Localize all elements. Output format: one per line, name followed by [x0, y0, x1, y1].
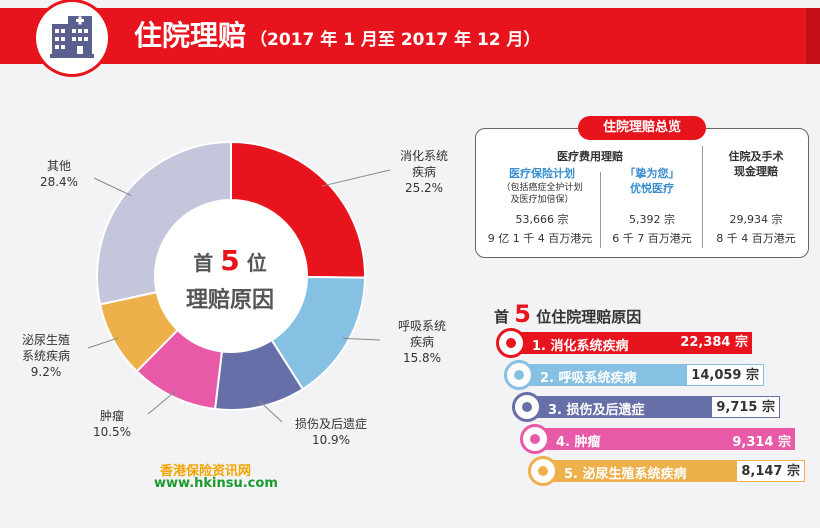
- donut-center-line2: 理赔原因: [185, 288, 274, 313]
- slice-label-6: 其他 28.4%: [24, 158, 94, 190]
- slice-label-line: 疾病: [411, 165, 436, 179]
- col2-name1: 「挚为您」: [624, 167, 680, 180]
- slice-label-line: 10.9%: [311, 433, 351, 447]
- ranking-title-rest: 位住院理赔原因: [536, 308, 642, 326]
- slice-label-4: 肿瘤 10.5%: [82, 408, 142, 440]
- title-period: （2017 年 1 月至 2017 年 12 月）: [250, 30, 541, 50]
- slice-label-1: 消化系统疾病 25.2%: [384, 148, 464, 196]
- ranking-bar-5: 5. 泌尿生殖系统疾病 8,147 宗: [528, 456, 805, 486]
- ranking-name: 1. 消化系统疾病: [532, 339, 629, 354]
- ranking-value: 14,059 宗: [686, 364, 764, 386]
- col1-name: 医疗保险计划: [509, 167, 575, 180]
- donut-hole: [155, 200, 307, 352]
- bandage-icon: [512, 392, 542, 422]
- col1-note1: （包括癌症全护计划: [501, 183, 583, 193]
- ranking-bar-1: 1. 消化系统疾病 22,384 宗: [496, 328, 752, 358]
- ranking-value: 9,314 宗: [732, 435, 791, 450]
- kidney-icon: [528, 456, 558, 486]
- leader-line-5: [87, 337, 119, 349]
- hospital-icon: [50, 16, 94, 58]
- header-band-edge: [806, 8, 820, 64]
- ranking-name: 4. 肿瘤: [556, 435, 601, 450]
- leader-line-2: [342, 337, 381, 341]
- overview-divider: [702, 146, 703, 248]
- col1-note2: 及医疗加倍保）: [510, 195, 574, 205]
- slice-label-line: 疾病: [409, 335, 434, 349]
- icon-glyph: [530, 434, 540, 444]
- col2-name2: 优悦医疗: [630, 182, 674, 195]
- icon-glyph: [538, 466, 548, 476]
- col1-amount: 9 亿 1 千 4 百万港元: [487, 232, 593, 245]
- header-banner: 住院理赔 （2017 年 1 月至 2017 年 12 月）: [0, 0, 820, 78]
- leader-line-1: [321, 169, 391, 187]
- brand-name: 香港保险资讯网: [160, 464, 252, 479]
- col3-name1: 住院及手术: [728, 150, 784, 163]
- medical-header: 医疗费用理赔: [557, 150, 623, 163]
- leader-line-6: [93, 177, 132, 197]
- slice-label-5: 泌尿生殖系统疾病 9.2%: [4, 332, 88, 380]
- center-first: 首: [193, 251, 214, 275]
- slice-label-line: 肿瘤: [99, 409, 124, 423]
- center-rank: 位: [246, 251, 267, 275]
- ranking-value: 22,384 宗: [680, 335, 748, 350]
- icon-glyph: [514, 370, 524, 380]
- donut-chart: [87, 140, 391, 423]
- header-band: [0, 8, 806, 64]
- slice-label-2: 呼吸系统疾病 15.8%: [382, 318, 462, 366]
- overview-box: [475, 128, 809, 258]
- ranking-title-first: 首: [494, 308, 510, 326]
- ranking-bar-fill: [534, 428, 795, 450]
- overview-badge: 住院理赔总览: [578, 116, 706, 140]
- slice-label-line: 消化系统: [399, 149, 448, 163]
- slice-label-line: 泌尿生殖: [21, 333, 70, 347]
- ranking-name: 3. 损伤及后遗症: [548, 403, 645, 418]
- ranking-name: 5. 泌尿生殖系统疾病: [564, 467, 687, 482]
- ranking-bar-3: 3. 损伤及后遗症 9,715 宗: [512, 392, 780, 422]
- tumor-cell-icon: [520, 424, 550, 454]
- hospital-logo: [36, 2, 108, 74]
- overview-divider-inner: [600, 172, 601, 248]
- ranking-name: 2. 呼吸系统疾病: [540, 371, 637, 386]
- slice-label-line: 10.5%: [92, 425, 132, 439]
- col1-count: 53,666 宗: [515, 213, 569, 226]
- ranking-value: 8,147 宗: [736, 460, 805, 482]
- icon-glyph: [506, 338, 516, 348]
- ranking-title: 首 5 位住院理赔原因: [494, 300, 641, 328]
- slice-label-line: 损伤及后遗症: [294, 417, 367, 431]
- ranking-value: 9,715 宗: [711, 396, 780, 418]
- slice-label-line: 系统疾病: [21, 349, 70, 363]
- slice-label-line: 其他: [46, 159, 71, 173]
- col3-name2: 现金理赔: [734, 165, 778, 178]
- ranking-title-number: 5: [514, 300, 531, 328]
- leader-line-3: [258, 400, 283, 423]
- ranking-bar-2: 2. 呼吸系统疾病 14,059 宗: [504, 360, 764, 390]
- col2-amount: 6 千 7 百万港元: [612, 232, 692, 245]
- slice-label-line: 呼吸系统: [397, 319, 446, 333]
- leader-line-4: [147, 390, 176, 415]
- donut-center-line1: 首 5 位: [170, 244, 290, 277]
- slice-label-line: 25.2%: [404, 181, 444, 195]
- col2-count: 5,392 宗: [629, 213, 675, 226]
- brand-url: www.hkinsu.com: [154, 476, 278, 491]
- title-main: 住院理赔: [134, 19, 247, 52]
- page-title: 住院理赔 （2017 年 1 月至 2017 年 12 月）: [134, 14, 541, 54]
- ranking-bar-4: 4. 肿瘤 9,314 宗: [520, 424, 795, 454]
- slice-label-line: 15.8%: [402, 351, 442, 365]
- slice-label-3: 损伤及后遗症 10.9%: [276, 416, 386, 448]
- slice-label-line: 9.2%: [30, 365, 62, 379]
- icon-glyph: [522, 402, 532, 412]
- stomach-icon: [496, 328, 526, 358]
- col3-amount: 8 千 4 百万港元: [716, 232, 796, 245]
- slice-label-line: 28.4%: [39, 175, 79, 189]
- ranking-bar-fill: [510, 332, 752, 354]
- col3-count: 29,934 宗: [729, 213, 783, 226]
- center-number: 5: [220, 244, 240, 277]
- lungs-icon: [504, 360, 534, 390]
